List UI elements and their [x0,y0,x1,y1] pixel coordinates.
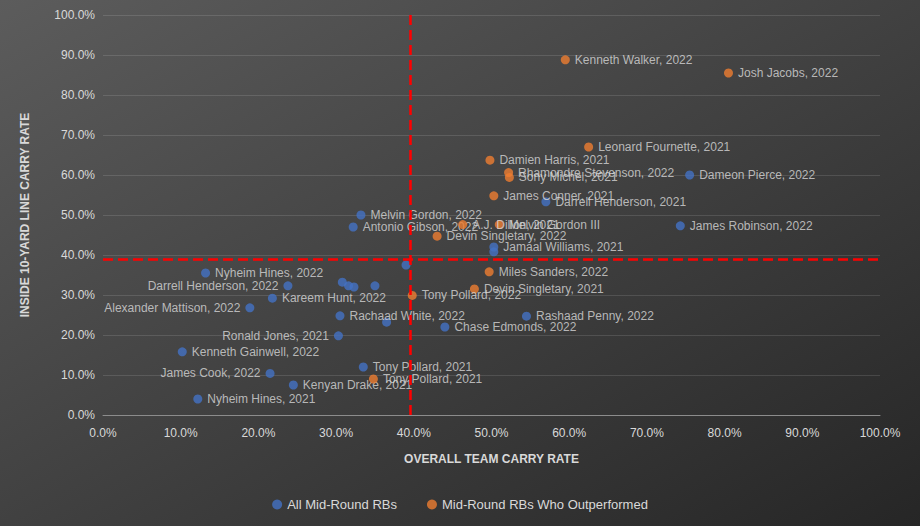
svg-text:30.0%: 30.0% [61,288,95,302]
svg-text:Chase Edmonds, 2022: Chase Edmonds, 2022 [454,320,576,334]
svg-text:Melvin Gordon, 2022: Melvin Gordon, 2022 [370,208,482,222]
svg-text:Damien Harris, 2021: Damien Harris, 2021 [499,153,610,168]
svg-text:50.0%: 50.0% [61,208,95,222]
svg-text:70.0%: 70.0% [61,128,95,142]
svg-text:Miles Sanders, 2022: Miles Sanders, 2022 [499,265,609,279]
svg-text:Darrell Henderson, 2022: Darrell Henderson, 2022 [148,279,279,293]
svg-text:Alexander Mattison, 2022: Alexander Mattison, 2022 [104,301,240,315]
svg-text:40.0%: 40.0% [397,426,431,440]
svg-text:Kareem Hunt, 2022: Kareem Hunt, 2022 [282,291,386,305]
svg-text:Melvin Gordon III: Melvin Gordon III [508,217,601,232]
svg-text:Mid-Round RBs Who Outperformed: Mid-Round RBs Who Outperformed [442,497,648,512]
svg-text:Tony Pollard, 2021: Tony Pollard, 2021 [383,372,483,386]
svg-text:Dameon Pierce, 2022: Dameon Pierce, 2022 [699,168,815,182]
svg-text:Leonard Fournette, 2021: Leonard Fournette, 2021 [598,140,730,154]
svg-text:Devin Singletary, 2021: Devin Singletary, 2021 [483,282,604,296]
svg-text:10.0%: 10.0% [164,426,198,440]
svg-text:Rachaad White, 2022: Rachaad White, 2022 [349,309,465,323]
svg-text:Sony Michel, 2021: Sony Michel, 2021 [519,170,618,184]
svg-text:Kenneth Gainwell, 2022: Kenneth Gainwell, 2022 [192,345,320,359]
svg-text:60.0%: 60.0% [61,168,95,182]
svg-text:20.0%: 20.0% [61,328,95,342]
svg-text:60.0%: 60.0% [552,426,586,440]
svg-text:Rashaad Penny, 2022: Rashaad Penny, 2022 [536,309,654,324]
svg-text:Kenneth Walker, 2022: Kenneth Walker, 2022 [575,53,693,67]
svg-text:OVERALL TEAM CARRY RATE: OVERALL TEAM CARRY RATE [404,452,579,466]
svg-text:0.0%: 0.0% [89,426,117,440]
svg-text:Ronald Jones, 2021: Ronald Jones, 2021 [222,329,329,343]
svg-text:100.0%: 100.0% [860,426,901,440]
svg-text:All Mid-Round RBs: All Mid-Round RBs [287,497,397,512]
svg-text:INSIDE 10-YARD LINE CARRY RATE: INSIDE 10-YARD LINE CARRY RATE [18,113,32,318]
svg-text:Antonio Gibson, 2022: Antonio Gibson, 2022 [362,220,479,234]
svg-text:Tony Pollard, 2022: Tony Pollard, 2022 [422,288,522,302]
svg-text:Jamaal Williams, 2021: Jamaal Williams, 2021 [503,240,624,254]
svg-text:90.0%: 90.0% [61,48,95,62]
svg-text:70.0%: 70.0% [630,426,664,440]
svg-text:Josh Jacobs, 2022: Josh Jacobs, 2022 [738,66,838,80]
svg-text:90.0%: 90.0% [785,426,819,440]
svg-text:50.0%: 50.0% [474,426,508,440]
svg-text:James Robinson, 2022: James Robinson, 2022 [690,219,813,233]
svg-text:James Cook, 2022: James Cook, 2022 [160,366,260,380]
svg-text:Tony Pollard, 2021: Tony Pollard, 2021 [372,360,473,374]
svg-text:Darrell Henderson, 2021: Darrell Henderson, 2021 [555,194,687,209]
svg-text:Nyheim Hines, 2022: Nyheim Hines, 2022 [215,266,324,280]
svg-text:80.0%: 80.0% [708,426,742,440]
svg-text:0.0%: 0.0% [68,408,96,422]
svg-text:James Conner, 2021: James Conner, 2021 [503,189,614,203]
svg-text:10.0%: 10.0% [61,368,95,382]
svg-text:Nyheim Hines, 2021: Nyheim Hines, 2021 [207,392,315,406]
svg-text:100.0%: 100.0% [54,8,95,22]
svg-text:Kenyan Drake, 2021: Kenyan Drake, 2021 [302,378,413,392]
svg-text:20.0%: 20.0% [241,426,275,440]
svg-text:80.0%: 80.0% [61,88,95,102]
svg-text:30.0%: 30.0% [319,426,353,440]
svg-text:40.0%: 40.0% [61,248,95,262]
svg-text:Devin Singletary, 2022: Devin Singletary, 2022 [447,229,567,243]
